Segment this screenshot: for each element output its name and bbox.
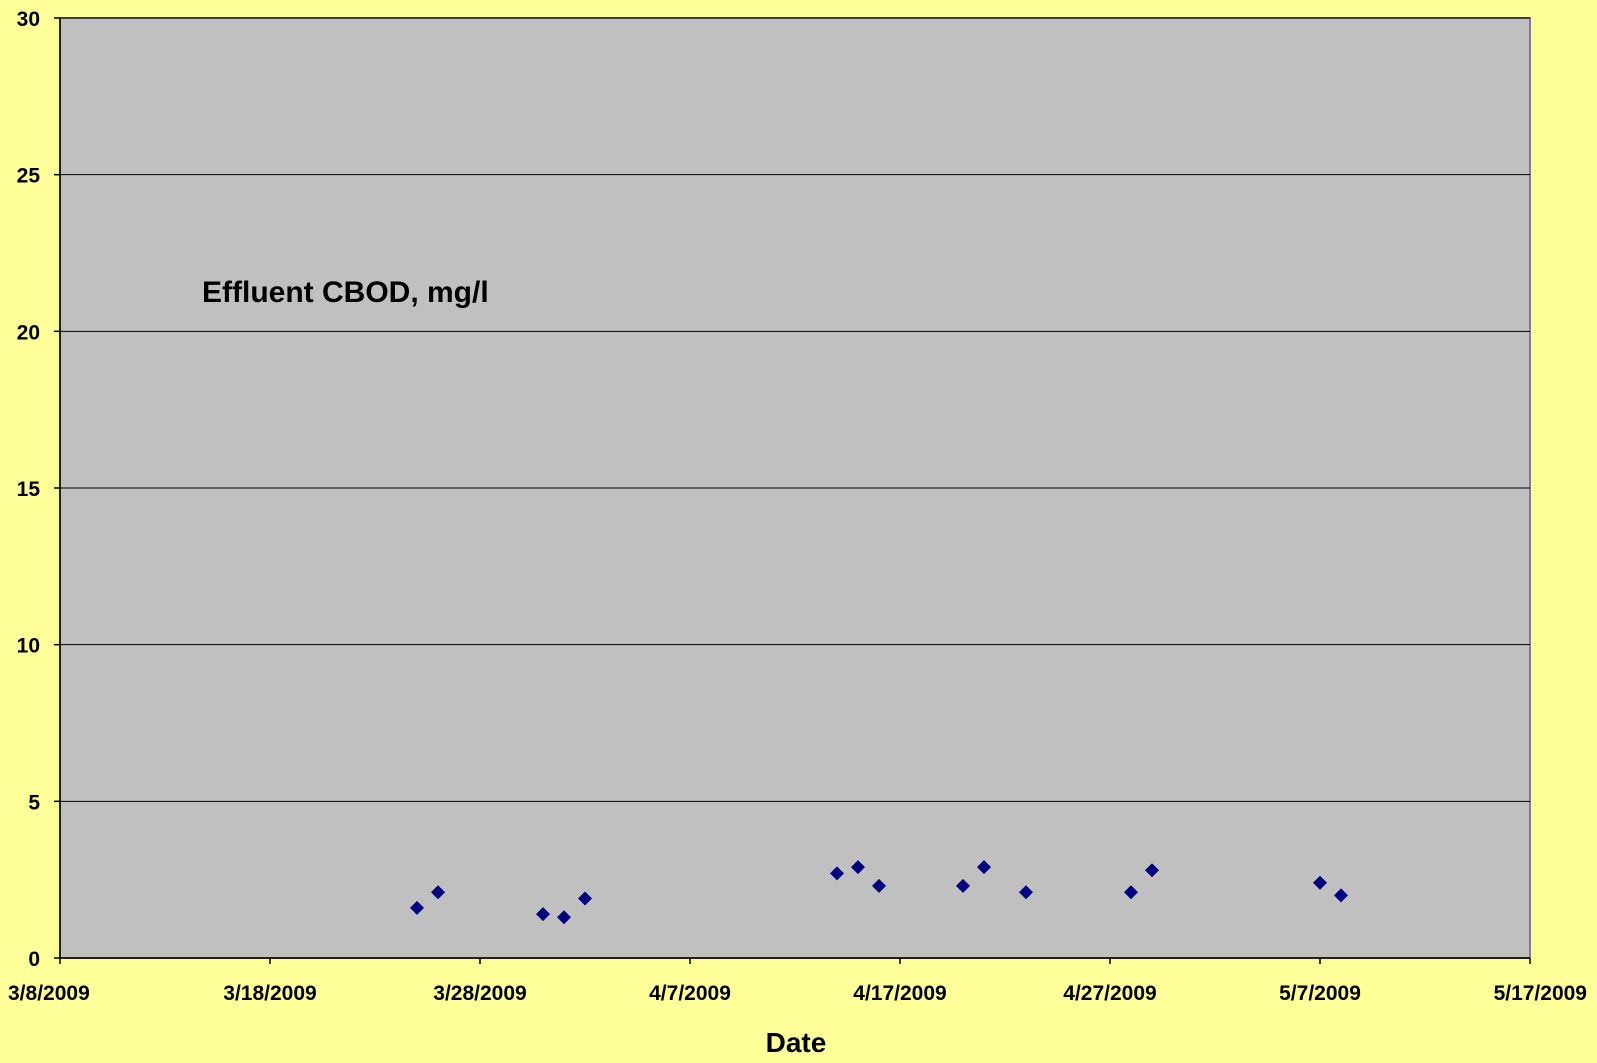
data-point [1334,888,1348,903]
x-tick-label: 4/27/2009 [1063,982,1156,1005]
y-tick-label: 25 [17,165,41,188]
y-tick-label: 15 [17,478,41,501]
y-tick-label: 0 [28,948,40,971]
x-tick-label: 3/18/2009 [223,982,316,1005]
chart-annotation: Effluent CBOD, mg/l [202,276,489,309]
data-point [977,860,991,875]
data-point [1124,885,1138,900]
data-point [1019,885,1033,900]
gridlines [60,17,1530,802]
x-axis-title: Date [766,1027,827,1058]
data-point [872,878,886,893]
y-axis-ticks: 0 5 10 15 20 25 30 [17,8,60,971]
y-tick-label: 5 [28,791,40,814]
data-point [956,878,970,893]
x-tick-label: 3/8/2009 [8,982,90,1005]
x-tick-label: 3/28/2009 [433,982,526,1005]
data-point [578,891,592,906]
data-point [410,900,424,915]
data-point [431,885,445,900]
data-points [410,860,1348,925]
x-tick-label: 5/7/2009 [1279,982,1361,1005]
y-tick-label: 20 [17,321,40,344]
data-point [851,860,865,875]
y-tick-label: 30 [17,8,40,31]
x-axis-ticks: 3/8/2009 3/18/2009 3/28/2009 4/7/2009 4/17/2… [8,958,1587,1005]
data-point [830,866,844,881]
x-tick-label: 4/17/2009 [853,982,946,1005]
y-tick-label: 10 [17,635,40,658]
x-tick-label: 5/17/2009 [1494,982,1587,1005]
data-point [557,910,571,925]
data-point [1313,875,1327,890]
data-point [536,907,550,922]
x-tick-label: 4/7/2009 [649,982,731,1005]
data-point [1145,863,1159,878]
